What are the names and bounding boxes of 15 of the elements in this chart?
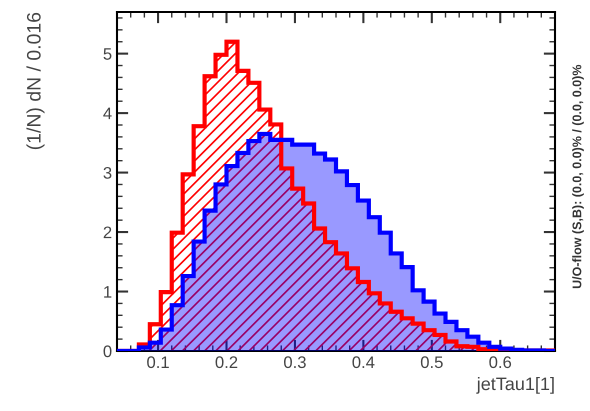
x-tick-label: 0.4 bbox=[352, 356, 374, 368]
x-axis-title: jetTau1[1] bbox=[476, 376, 554, 394]
y-tick-label: 0 bbox=[104, 345, 112, 358]
y-axis-title: (1/N) dN / 0.016 bbox=[26, 12, 45, 150]
text: U/O-flow (S,B): (0.0, 0.0)% / (0.0, 0.0)% bbox=[572, 64, 584, 288]
y-tick-label: 1 bbox=[104, 286, 112, 298]
y-tick-label: 4 bbox=[103, 108, 112, 120]
y-tick-label: 3 bbox=[104, 166, 112, 179]
x-tick-label: 0.5 bbox=[420, 356, 443, 368]
x-tick-label: 0.3 bbox=[284, 356, 306, 368]
x-tick-label: 0.2 bbox=[216, 356, 238, 368]
x-tick-label: 0.1 bbox=[147, 356, 169, 368]
x-tick-label: 0.6 bbox=[489, 356, 512, 368]
y-tick-label: 5 bbox=[104, 48, 112, 60]
y-tick-label: 2 bbox=[104, 226, 112, 238]
